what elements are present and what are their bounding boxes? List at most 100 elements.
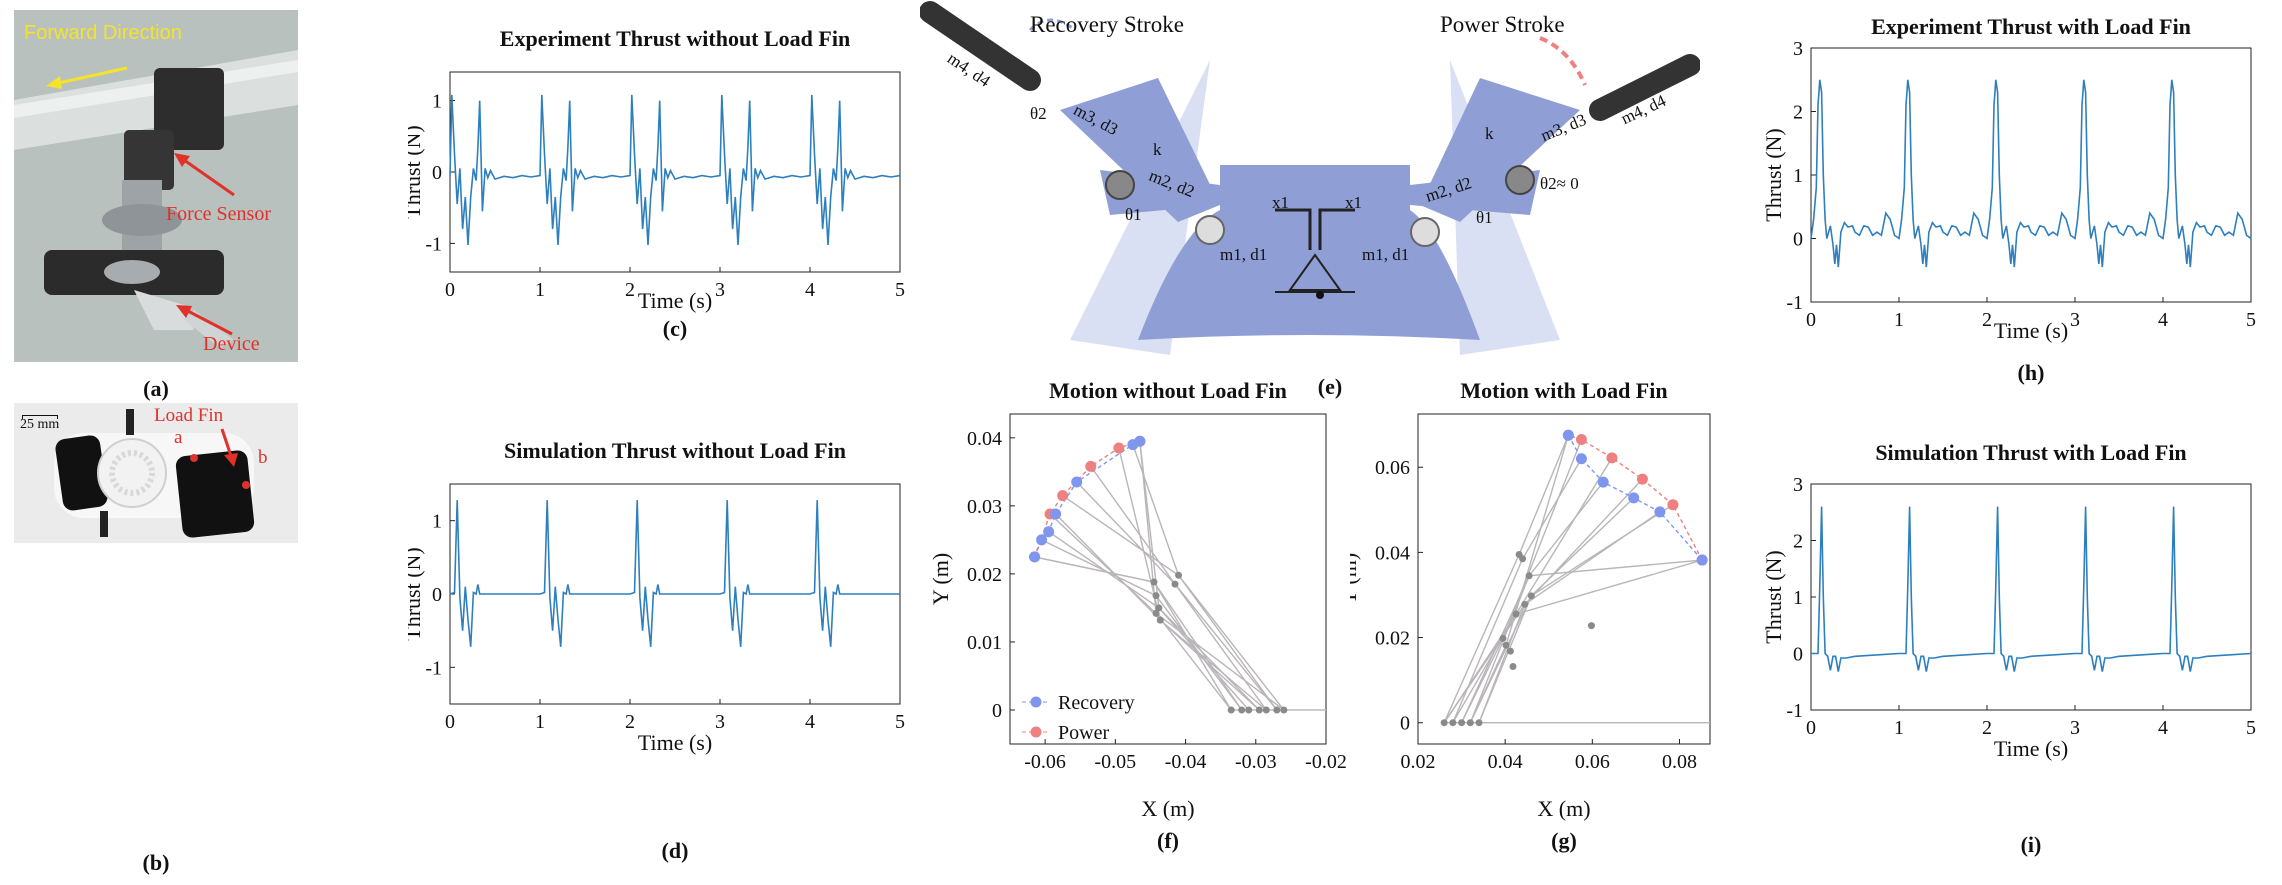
right-theta1-label: θ1 xyxy=(1476,208,1493,227)
chart-g-joint-point xyxy=(1521,600,1529,608)
chart-d-series-line xyxy=(449,500,900,647)
chart-f-xtick-label: -0.06 xyxy=(1024,751,1066,773)
chart-c: Experiment Thrust without Load Fin 0 1 2 3 4 5… xyxy=(400,26,928,400)
right-m1-label: m1, d1 xyxy=(1362,245,1410,264)
chart-f: Motion without Load Fin -0.06 -0.05 -0.04 -0… xyxy=(928,378,1350,880)
chart-f-recovery-point xyxy=(1036,534,1048,546)
chart-c-xtick-label: 3 xyxy=(715,279,725,301)
chart-g-joint-point xyxy=(1525,572,1533,580)
point-b-label: b xyxy=(258,447,268,468)
chart-f-base-point xyxy=(1238,706,1246,714)
point-a-label: a xyxy=(174,427,183,448)
chart-g-joint-point xyxy=(1587,622,1595,630)
chart-i-axes xyxy=(1810,483,2252,711)
chart-g-recovery-point xyxy=(1654,506,1666,518)
chart-g-svg: Motion with Load Fin 0.02 0.04 0.06 0.08 0 0.0… xyxy=(1336,378,1711,853)
chart-g-link xyxy=(1460,439,1583,724)
chart-c-xtick-label: 0 xyxy=(445,279,455,301)
chart-f-recovery-point xyxy=(1071,476,1083,488)
chart-f-base-point xyxy=(1227,706,1235,714)
legend-recovery-label: Recovery xyxy=(1058,692,1135,714)
caption-a: (a) xyxy=(143,376,169,401)
chart-d-ytick-label: 1 xyxy=(432,511,442,533)
chart-f-base-point xyxy=(1255,706,1263,714)
chart-g-link xyxy=(1478,511,1661,723)
chart-i-xtick-label: 0 xyxy=(1806,717,1816,739)
chart-c-title: Experiment Thrust without Load Fin xyxy=(500,28,850,51)
photo-setup-drawing xyxy=(14,10,298,362)
chart-g-xtick-label: 0.04 xyxy=(1488,751,1523,773)
chart-d-xtick-label: 4 xyxy=(805,711,815,733)
chart-i-xtick-label: 3 xyxy=(2070,717,2080,739)
chart-f-xtick-label: -0.05 xyxy=(1094,751,1136,773)
chart-g-title: Motion with Load Fin xyxy=(1460,380,1667,403)
chart-h-xtick-label: 1 xyxy=(1894,309,1904,331)
chart-i: Simulation Thrust with Load Fin 0 1 2 3 4 5 -1 0… xyxy=(1745,440,2275,880)
chart-h-title: Experiment Thrust with Load Fin xyxy=(1871,14,2191,39)
chart-f-power-point xyxy=(1057,490,1069,502)
forward-direction-label: Forward Direction xyxy=(24,22,182,44)
chart-g-base-point xyxy=(1466,719,1474,727)
chart-f-xtick-label: -0.02 xyxy=(1305,751,1347,773)
chart-d-svg: Simulation Thrust without Load Fin 0 1 2 3 4 5… xyxy=(400,438,905,863)
chart-d-xtick-label: 3 xyxy=(715,711,725,733)
chart-f-power-point xyxy=(1085,460,1097,472)
chart-g-joint-point xyxy=(1506,647,1514,655)
chart-g-link xyxy=(1452,457,1613,724)
chart-f-base-point xyxy=(1245,706,1253,714)
chart-g-joint-point xyxy=(1527,592,1535,600)
device-arrow-icon xyxy=(176,305,233,336)
chart-h-axes xyxy=(1810,47,2252,303)
chart-g-power-point xyxy=(1606,452,1618,464)
chart-c-xtick-label: 5 xyxy=(895,279,905,301)
chart-g-joint-point xyxy=(1499,634,1507,642)
caption-e: (e) xyxy=(1317,374,1343,399)
chart-g-power-point xyxy=(1667,499,1679,511)
chart-i-xtick-label: 5 xyxy=(2246,717,2256,739)
caption-b: (b) xyxy=(142,850,170,875)
chart-d-ylabel: Thrust (N) xyxy=(408,547,425,640)
recovery-stroke-label: Recovery Stroke xyxy=(1030,12,1184,37)
chart-f-link xyxy=(1049,513,1232,711)
chart-c-ytick-label: 0 xyxy=(432,162,442,184)
chart-g-link xyxy=(1443,559,1703,724)
chart-h-ytick-label: 3 xyxy=(1793,38,1803,60)
chart-c-ytick-label: -1 xyxy=(425,233,442,255)
chart-g-joint-point xyxy=(1502,641,1510,649)
chart-i-xtick-label: 2 xyxy=(1982,717,1992,739)
chart-h-xtick-label: 2 xyxy=(1982,309,1992,331)
chart-h-xtick-label: 3 xyxy=(2070,309,2080,331)
chart-h-xtick-label: 4 xyxy=(2158,309,2168,331)
chart-c-svg: Experiment Thrust without Load Fin 0 1 2 3 4 5… xyxy=(400,26,905,341)
chart-g-ytick-label: 0.06 xyxy=(1375,457,1410,479)
chart-c-ylabel: Thrust (N) xyxy=(408,125,425,218)
chart-f-base-point xyxy=(1280,706,1288,714)
chart-c-caption: (c) xyxy=(663,316,687,341)
left-theta1-label: θ1 xyxy=(1125,205,1142,224)
chart-g-xlabel: X (m) xyxy=(1537,796,1590,821)
chart-g-base-point xyxy=(1475,719,1483,727)
chart-h-series-line xyxy=(1810,79,2252,268)
forward-arrow-icon xyxy=(46,66,128,89)
legend-recovery-marker xyxy=(1030,696,1042,708)
left-x1-label: x1 xyxy=(1272,193,1289,212)
chart-f-power-path xyxy=(1033,440,1141,558)
chart-h-ylabel: Thrust (N) xyxy=(1761,128,1786,221)
load-fin-label: Load Fin xyxy=(154,405,224,426)
chart-g-link xyxy=(1452,458,1583,723)
chart-g-base-point xyxy=(1458,719,1466,727)
chart-i-ylabel: Thrust (N) xyxy=(1761,550,1786,643)
chart-i-ytick-label: 1 xyxy=(1793,587,1803,609)
chart-g-ytick-label: 0 xyxy=(1400,713,1410,735)
chart-c-xtick-label: 1 xyxy=(535,279,545,301)
chart-f-joint-point xyxy=(1152,592,1160,600)
chart-i-caption: (i) xyxy=(2021,832,2042,857)
chart-c-ytick-label: 1 xyxy=(432,91,442,113)
chart-g-recovery-point xyxy=(1597,476,1609,488)
left-m1-label: m1, d1 xyxy=(1220,245,1268,264)
chart-f-ytick-label: 0.02 xyxy=(967,564,1002,586)
force-sensor-label: Force Sensor xyxy=(166,203,271,225)
chart-d-title: Simulation Thrust without Load Fin xyxy=(504,440,846,463)
